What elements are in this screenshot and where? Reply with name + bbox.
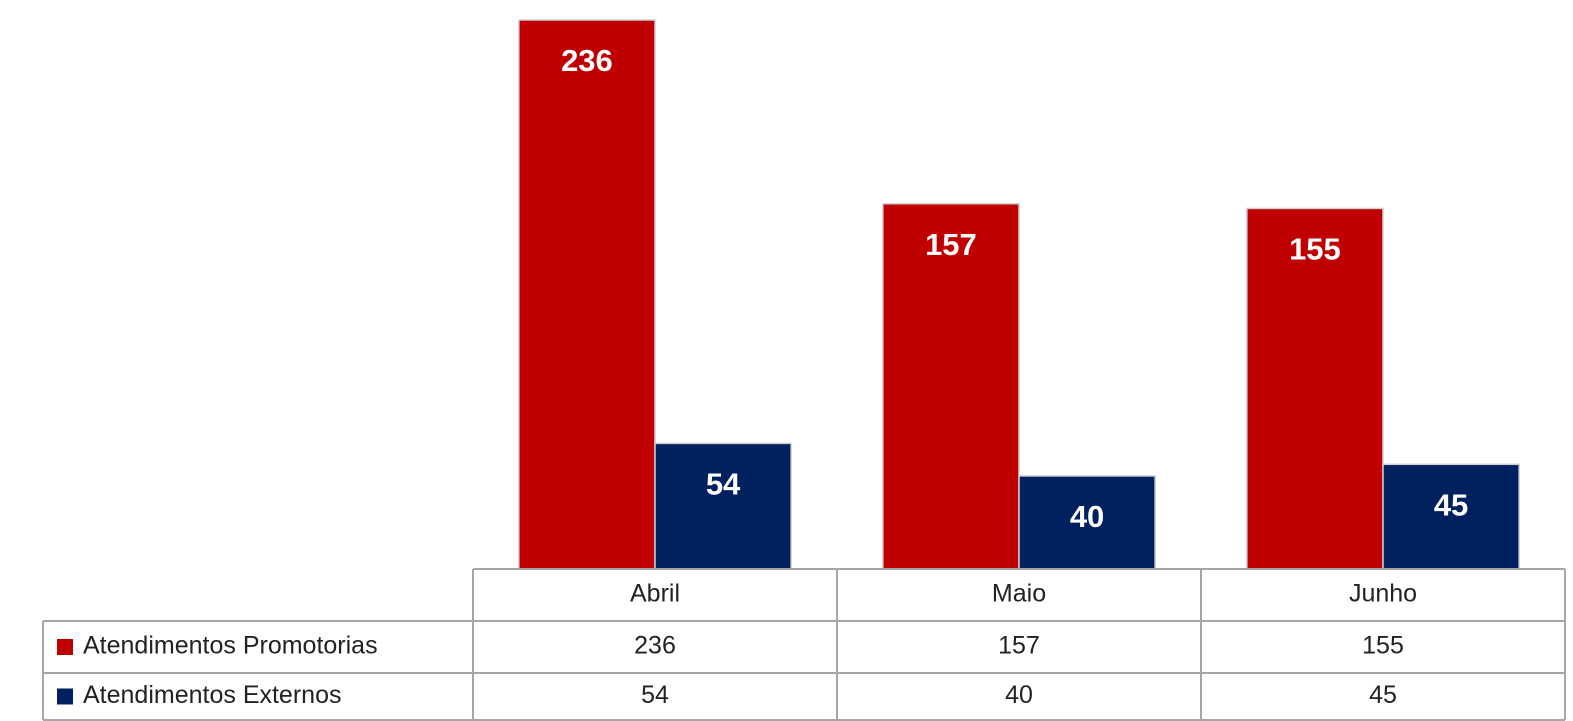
legend-key: [57, 639, 73, 655]
table-value: 236: [634, 632, 676, 660]
legend-label: Atendimentos Externos: [83, 681, 341, 709]
table-value: 45: [1369, 681, 1397, 709]
x-tick-label: Abril: [630, 580, 680, 608]
bar: [654, 442, 792, 570]
x-tick-label: Maio: [992, 580, 1046, 608]
data-label: 40: [1070, 499, 1104, 534]
legend-key: [57, 688, 73, 705]
data-label: 236: [561, 43, 613, 78]
bar: [1246, 207, 1384, 570]
bar: [1018, 475, 1156, 570]
table-value: 40: [1005, 681, 1033, 709]
data-label: 157: [925, 227, 977, 262]
bar: [518, 19, 656, 570]
data-label: 54: [706, 467, 741, 502]
bar: [1382, 463, 1520, 570]
table-value: 157: [998, 632, 1040, 660]
bar: [882, 203, 1020, 570]
data-label: 155: [1289, 232, 1341, 267]
x-tick-label: Junho: [1349, 580, 1417, 608]
table-value: 54: [641, 681, 669, 709]
legend-label: Atendimentos Promotorias: [83, 632, 378, 660]
data-label: 45: [1434, 488, 1468, 523]
table-value: 155: [1362, 632, 1404, 660]
